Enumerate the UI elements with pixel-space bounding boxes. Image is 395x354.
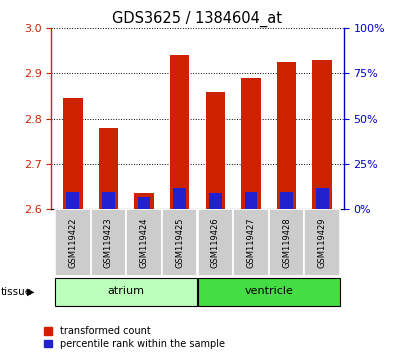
Bar: [55, 209, 90, 276]
Bar: [102, 192, 115, 209]
Legend: transformed count, percentile rank within the sample: transformed count, percentile rank withi…: [44, 326, 225, 349]
Bar: [198, 278, 340, 306]
Bar: [205, 92, 225, 209]
Title: GDS3625 / 1384604_at: GDS3625 / 1384604_at: [113, 11, 282, 27]
Text: ▶: ▶: [27, 287, 34, 297]
Bar: [316, 188, 329, 209]
Bar: [233, 209, 269, 276]
Bar: [198, 209, 233, 276]
Bar: [170, 55, 190, 209]
Bar: [138, 197, 150, 209]
Text: GSM119429: GSM119429: [318, 217, 327, 268]
Bar: [90, 209, 126, 276]
Bar: [55, 278, 198, 306]
Bar: [305, 209, 340, 276]
Text: ventricle: ventricle: [245, 286, 293, 296]
Bar: [63, 98, 83, 209]
Text: GSM119424: GSM119424: [139, 217, 149, 268]
Bar: [173, 188, 186, 209]
Bar: [245, 192, 257, 209]
Bar: [269, 209, 305, 276]
Bar: [280, 192, 293, 209]
Bar: [134, 193, 154, 209]
Text: GSM119427: GSM119427: [246, 217, 256, 268]
Text: GSM119428: GSM119428: [282, 217, 291, 268]
Text: atrium: atrium: [108, 286, 145, 296]
Bar: [241, 78, 261, 209]
Bar: [209, 193, 222, 209]
Text: GSM119425: GSM119425: [175, 217, 184, 268]
Text: GSM119423: GSM119423: [104, 217, 113, 268]
Bar: [99, 128, 118, 209]
Bar: [66, 192, 79, 209]
Bar: [277, 62, 296, 209]
Bar: [312, 60, 332, 209]
Bar: [162, 209, 198, 276]
Text: GSM119422: GSM119422: [68, 217, 77, 268]
Text: GSM119426: GSM119426: [211, 217, 220, 268]
Bar: [126, 209, 162, 276]
Text: tissue: tissue: [1, 287, 32, 297]
